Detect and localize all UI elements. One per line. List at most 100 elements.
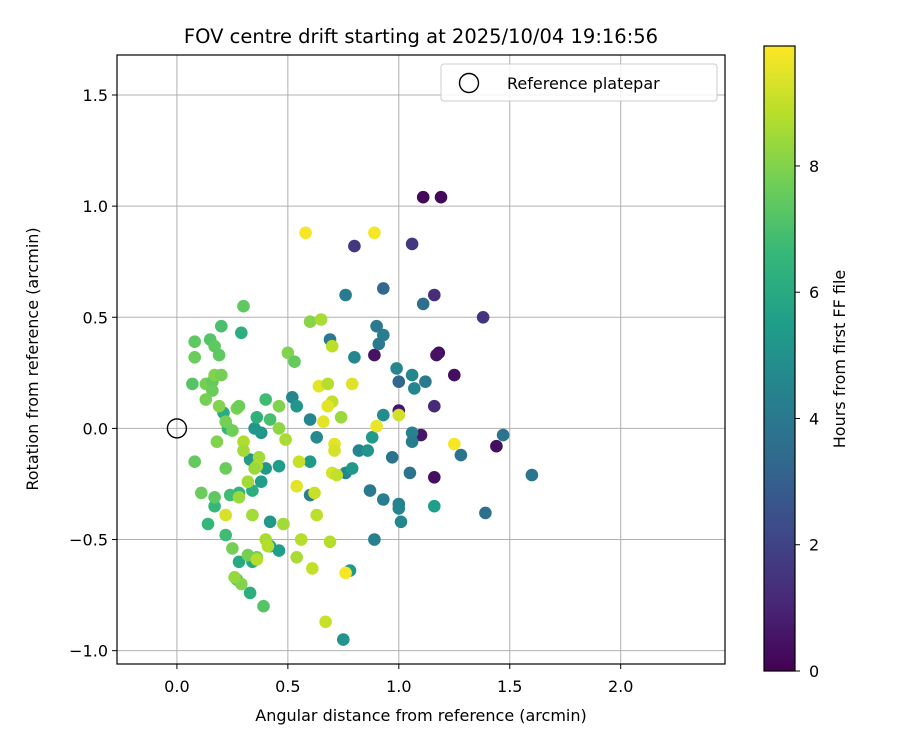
colorbar: 0 2 4 6 8 Hours from first FF file — [763, 45, 849, 681]
scatter-point — [248, 462, 261, 475]
scatter-point — [272, 399, 286, 413]
scatter-point — [237, 435, 250, 449]
scatter-point — [363, 484, 377, 497]
scatter-point — [405, 426, 419, 440]
scatter-point — [263, 413, 277, 426]
scatter-point — [308, 486, 321, 500]
scatter-point — [195, 486, 208, 500]
scatter-point — [257, 599, 270, 613]
scatter-point — [490, 439, 503, 453]
colorbar-tick-label: 6 — [809, 283, 819, 302]
scatter-point — [372, 337, 386, 351]
scatter-point — [337, 633, 350, 646]
scatter-point — [416, 297, 430, 311]
scatter-point — [408, 382, 421, 395]
scatter-point — [219, 415, 232, 429]
scatter-point — [390, 362, 403, 375]
scatter-point — [428, 288, 441, 302]
legend: Reference platepar — [440, 63, 718, 102]
scatter-point — [272, 422, 286, 435]
scatter-point — [479, 506, 492, 520]
scatter-point — [279, 433, 292, 446]
scatter-point — [334, 411, 348, 424]
scatter-point — [272, 544, 286, 557]
scatter-point — [188, 455, 201, 469]
scatter-point — [237, 444, 250, 457]
x-tick-label: 0.0 — [164, 677, 189, 696]
scatter-point — [237, 299, 250, 313]
scatter-point — [428, 399, 441, 413]
chart-title: FOV centre drift starting at 2025/10/04 … — [184, 25, 658, 48]
scatter-point — [405, 368, 419, 382]
scatter-point — [219, 528, 232, 542]
legend-box — [440, 63, 718, 102]
scatter-point — [370, 419, 383, 433]
data-points — [186, 190, 539, 646]
scatter-point — [321, 399, 335, 413]
scatter-point — [330, 468, 344, 482]
scatter-point — [525, 468, 539, 482]
colorbar-gradient — [763, 45, 796, 672]
x-tick-label: 1.5 — [497, 677, 522, 696]
scatter-point — [405, 237, 419, 251]
y-tick-label: 0.5 — [83, 308, 108, 327]
scatter-point — [306, 562, 319, 575]
scatter-point — [215, 319, 228, 333]
scatter-point — [254, 426, 268, 440]
x-axis-ticks: 0.0 0.5 1.0 1.5 2.0 — [164, 664, 633, 696]
scatter-point — [250, 411, 264, 424]
scatter-point — [317, 415, 330, 429]
colorbar-tick-label: 4 — [809, 409, 819, 428]
y-tick-label: 1.5 — [83, 86, 108, 105]
scatter-point — [345, 462, 359, 475]
x-tick-label: 1.0 — [386, 677, 411, 696]
scatter-point — [377, 493, 390, 506]
scatter-point — [232, 399, 246, 413]
scatter-point — [186, 377, 199, 391]
scatter-point — [496, 428, 510, 442]
scatter-point — [259, 393, 273, 406]
scatter-point — [428, 471, 441, 484]
scatter-point — [416, 190, 430, 204]
scatter-point — [226, 424, 239, 437]
scatter-point — [345, 377, 359, 391]
scatter-point — [208, 491, 221, 504]
scatter-point — [188, 335, 201, 349]
scatter-point — [370, 319, 383, 333]
colorbar-label: Hours from first FF file — [830, 270, 849, 449]
x-tick-label: 0.5 — [275, 677, 300, 696]
reference-marker — [166, 418, 188, 439]
colorbar-tick-label: 8 — [809, 157, 819, 176]
scatter-point — [310, 431, 324, 444]
scatter-point — [263, 515, 277, 529]
scatter-point — [454, 448, 468, 462]
scatter-point — [328, 444, 341, 457]
scatter-point — [199, 393, 213, 406]
plot-area — [117, 55, 725, 664]
scatter-point — [348, 351, 361, 364]
scatter-point — [385, 451, 399, 464]
scatter-point — [241, 475, 255, 489]
scatter-point — [219, 508, 232, 522]
scatter-point — [377, 408, 390, 422]
scatter-point — [352, 444, 366, 457]
scatter-point — [188, 351, 201, 364]
scatter-point — [405, 435, 419, 449]
scatter-point — [368, 226, 381, 240]
y-tick-label: 1.0 — [83, 197, 108, 216]
y-tick-label: 0.0 — [83, 419, 108, 438]
legend-marker-icon — [458, 72, 480, 94]
y-tick-label: −0.5 — [69, 531, 108, 550]
scatter-point — [208, 499, 221, 513]
scatter-point — [228, 571, 241, 584]
scatter-point — [323, 535, 337, 549]
y-axis-label: Rotation from reference (arcmin) — [23, 227, 42, 490]
scatter-point — [368, 348, 381, 362]
scatter-point — [448, 437, 461, 451]
scatter-point — [212, 399, 226, 413]
scatter-point — [321, 377, 335, 391]
scatter-point — [288, 355, 301, 369]
scatter-point — [392, 502, 406, 515]
colorbar-tick-label: 2 — [809, 536, 819, 555]
